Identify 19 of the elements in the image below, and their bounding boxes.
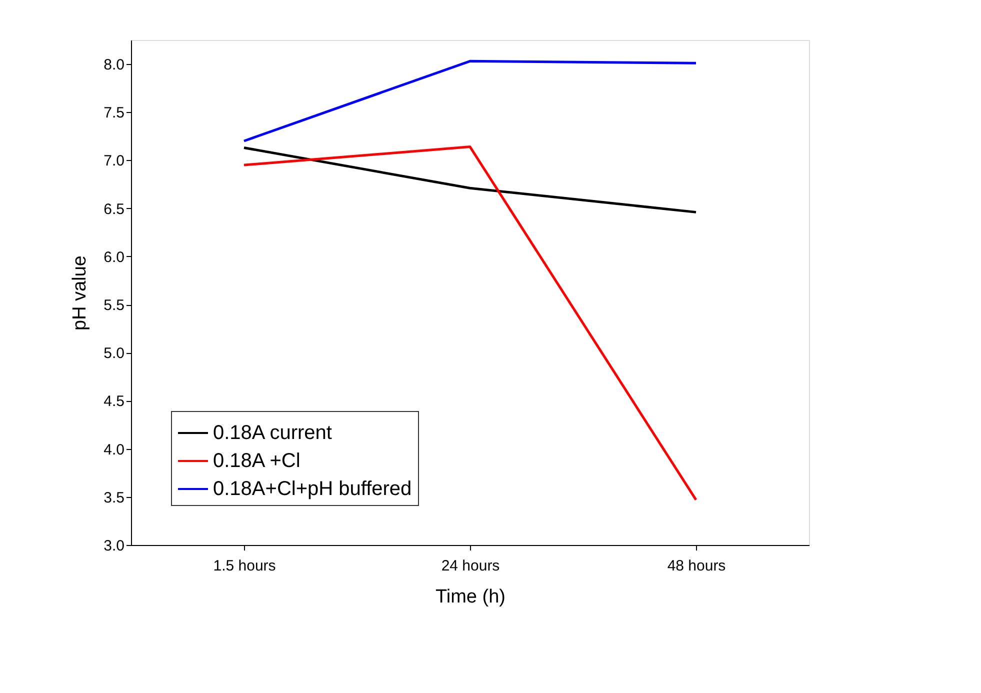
x-tick-label: 48 hours [667, 558, 726, 574]
y-tick-label: 4.0 [104, 441, 124, 458]
y-tick-label: 3.5 [104, 489, 124, 506]
y-tick-label: 7.5 [104, 104, 124, 122]
y-tick-label: 7.0 [104, 152, 124, 170]
y-tick-label: 8.0 [104, 56, 124, 74]
y-tick-label: 5.5 [104, 297, 124, 314]
legend-label: 0.18A +Cl [213, 450, 300, 472]
legend-label: 0.18A current [213, 422, 332, 444]
x-axis-title: Time (h) [435, 586, 506, 608]
x-tick-label: 24 hours [441, 558, 500, 574]
y-tick-label: 3.0 [104, 538, 124, 554]
y-axis-title: pH value [70, 256, 91, 330]
y-tick-label: 6.5 [104, 200, 124, 218]
y-tick-label: 6.0 [104, 248, 124, 266]
y-tick-label: 4.5 [104, 393, 124, 410]
y-tick-label: 5.0 [104, 345, 124, 362]
x-tick-label: 1.5 hours [213, 558, 276, 574]
legend-label: 0.18A+Cl+pH buffered [213, 478, 412, 500]
